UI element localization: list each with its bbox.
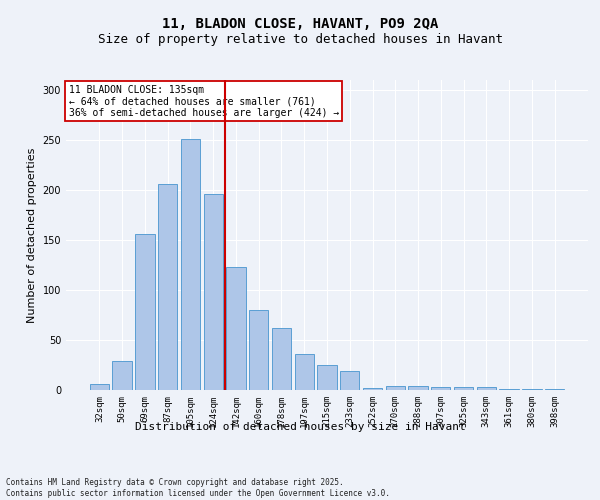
Bar [431,387,451,390]
Y-axis label: Number of detached properties: Number of detached properties [27,148,37,322]
Bar [295,354,314,390]
Bar [226,267,245,390]
Bar [112,361,132,390]
Bar [317,365,337,390]
Bar [409,386,428,390]
Bar [135,234,155,390]
Bar [203,194,223,390]
Text: Distribution of detached houses by size in Havant: Distribution of detached houses by size … [134,422,466,432]
Bar [340,371,359,390]
Bar [90,384,109,390]
Text: Contains HM Land Registry data © Crown copyright and database right 2025.
Contai: Contains HM Land Registry data © Crown c… [6,478,390,498]
Text: 11, BLADON CLOSE, HAVANT, PO9 2QA: 11, BLADON CLOSE, HAVANT, PO9 2QA [162,18,438,32]
Bar [454,387,473,390]
Bar [272,328,291,390]
Bar [158,184,178,390]
Bar [522,389,542,390]
Text: 11 BLADON CLOSE: 135sqm
← 64% of detached houses are smaller (761)
36% of semi-d: 11 BLADON CLOSE: 135sqm ← 64% of detache… [68,84,339,118]
Bar [499,389,519,390]
Bar [476,387,496,390]
Text: Size of property relative to detached houses in Havant: Size of property relative to detached ho… [97,32,503,46]
Bar [545,389,564,390]
Bar [181,139,200,390]
Bar [363,388,382,390]
Bar [249,310,268,390]
Bar [386,386,405,390]
